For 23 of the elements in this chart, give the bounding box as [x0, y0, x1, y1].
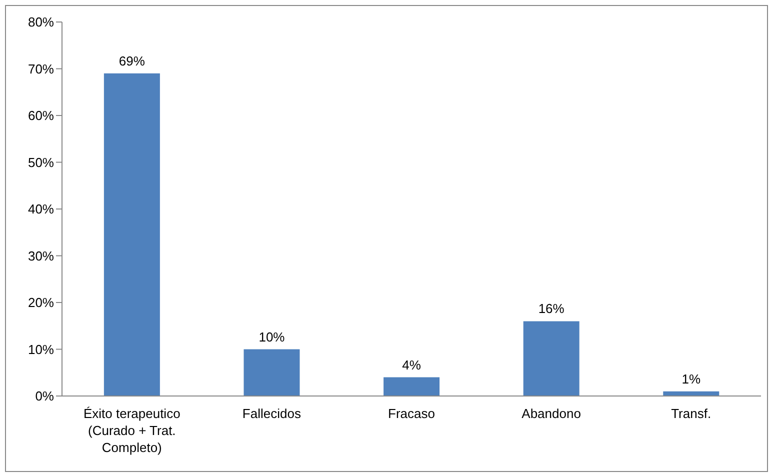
- data-label: 69%: [118, 53, 146, 68]
- y-tick-label: 80%: [28, 14, 54, 30]
- data-label: 16%: [538, 301, 565, 316]
- x-tick-label: Fracaso: [388, 406, 435, 421]
- y-tick-label: 50%: [28, 154, 54, 170]
- bar: [523, 321, 580, 396]
- x-tick-label: Abandono: [522, 406, 581, 421]
- data-label: 1%: [682, 371, 701, 386]
- x-tick-label: Éxito terapeutico (Curado + Trat. Completo): [83, 406, 180, 455]
- bar: [244, 349, 300, 396]
- bar: [104, 73, 160, 396]
- data-label: 10%: [258, 329, 286, 344]
- y-tick-label: 60%: [28, 108, 54, 124]
- y-tick-label: 20%: [28, 295, 54, 310]
- y-tick-label: 30%: [28, 248, 54, 264]
- y-tick-label: 70%: [28, 61, 54, 76]
- x-tick-label: Transf.: [671, 406, 712, 421]
- bar: [384, 377, 440, 396]
- data-label: 4%: [402, 357, 422, 372]
- y-tick-label: 10%: [28, 342, 54, 357]
- x-tick-label: Fallecidos: [242, 406, 302, 421]
- y-tick-label: 40%: [28, 202, 54, 217]
- y-tick-label: 0%: [35, 388, 54, 404]
